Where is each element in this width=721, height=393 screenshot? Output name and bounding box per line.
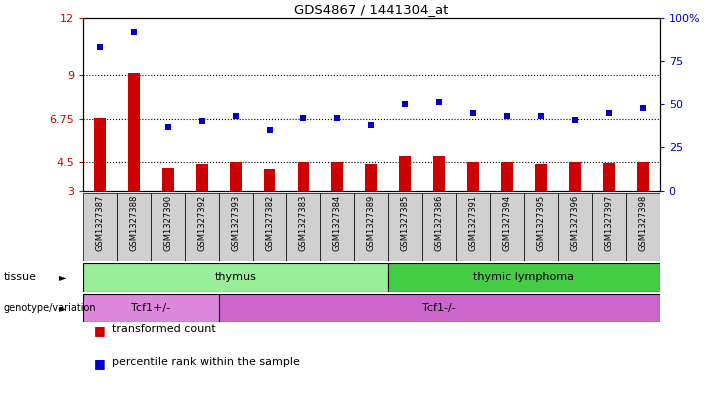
Bar — [433, 156, 445, 191]
Text: Tcf1+/-: Tcf1+/- — [131, 303, 170, 313]
Bar — [286, 193, 320, 261]
Bar — [298, 162, 309, 191]
Bar — [218, 294, 660, 322]
Text: GSM1327395: GSM1327395 — [536, 195, 546, 251]
Bar — [399, 156, 411, 191]
Text: GSM1327392: GSM1327392 — [197, 195, 206, 251]
Bar — [83, 294, 218, 322]
Bar — [366, 164, 377, 191]
Text: thymus: thymus — [215, 272, 257, 283]
Bar — [151, 193, 185, 261]
Bar — [162, 167, 174, 191]
Bar — [218, 193, 252, 261]
Text: GSM1327393: GSM1327393 — [231, 195, 240, 251]
Text: percentile rank within the sample: percentile rank within the sample — [112, 357, 300, 367]
Text: GSM1327387: GSM1327387 — [95, 195, 105, 251]
Bar — [83, 263, 389, 292]
Bar — [569, 162, 581, 191]
Text: ■: ■ — [94, 324, 105, 337]
Bar — [603, 163, 615, 191]
Bar — [490, 193, 524, 261]
Bar — [389, 263, 660, 292]
Text: transformed count: transformed count — [112, 324, 216, 334]
Bar — [94, 118, 106, 191]
Bar — [456, 193, 490, 261]
Text: GSM1327384: GSM1327384 — [333, 195, 342, 251]
Bar — [389, 193, 423, 261]
Bar — [320, 193, 354, 261]
Text: GSM1327382: GSM1327382 — [265, 195, 274, 251]
Bar — [264, 169, 275, 191]
Bar — [467, 162, 479, 191]
Bar — [524, 193, 558, 261]
Text: GSM1327389: GSM1327389 — [367, 195, 376, 251]
Text: ►: ► — [59, 272, 66, 283]
Bar — [637, 162, 649, 191]
Bar — [230, 162, 242, 191]
Bar — [332, 162, 343, 191]
Bar — [558, 193, 592, 261]
Text: GSM1327385: GSM1327385 — [401, 195, 410, 251]
Bar — [83, 193, 117, 261]
Bar — [117, 193, 151, 261]
Bar — [423, 193, 456, 261]
Bar — [252, 193, 286, 261]
Bar — [354, 193, 389, 261]
Text: GSM1327397: GSM1327397 — [604, 195, 614, 251]
Text: ■: ■ — [94, 357, 105, 370]
Bar — [535, 164, 547, 191]
Bar — [592, 193, 626, 261]
Text: GSM1327396: GSM1327396 — [570, 195, 580, 251]
Bar — [195, 164, 208, 191]
Bar — [626, 193, 660, 261]
Title: GDS4867 / 1441304_at: GDS4867 / 1441304_at — [294, 4, 448, 17]
Text: ►: ► — [59, 303, 66, 313]
Text: Tcf1-/-: Tcf1-/- — [423, 303, 456, 313]
Text: GSM1327388: GSM1327388 — [129, 195, 138, 251]
Text: GSM1327394: GSM1327394 — [503, 195, 511, 251]
Text: GSM1327391: GSM1327391 — [469, 195, 477, 251]
Text: genotype/variation: genotype/variation — [4, 303, 96, 313]
Text: GSM1327383: GSM1327383 — [299, 195, 308, 251]
Text: thymic lymphoma: thymic lymphoma — [474, 272, 575, 283]
Text: tissue: tissue — [4, 272, 37, 283]
Text: GSM1327390: GSM1327390 — [163, 195, 172, 251]
Text: GSM1327398: GSM1327398 — [638, 195, 647, 251]
Bar — [185, 193, 218, 261]
Bar — [501, 162, 513, 191]
Bar — [128, 73, 140, 191]
Text: GSM1327386: GSM1327386 — [435, 195, 443, 251]
